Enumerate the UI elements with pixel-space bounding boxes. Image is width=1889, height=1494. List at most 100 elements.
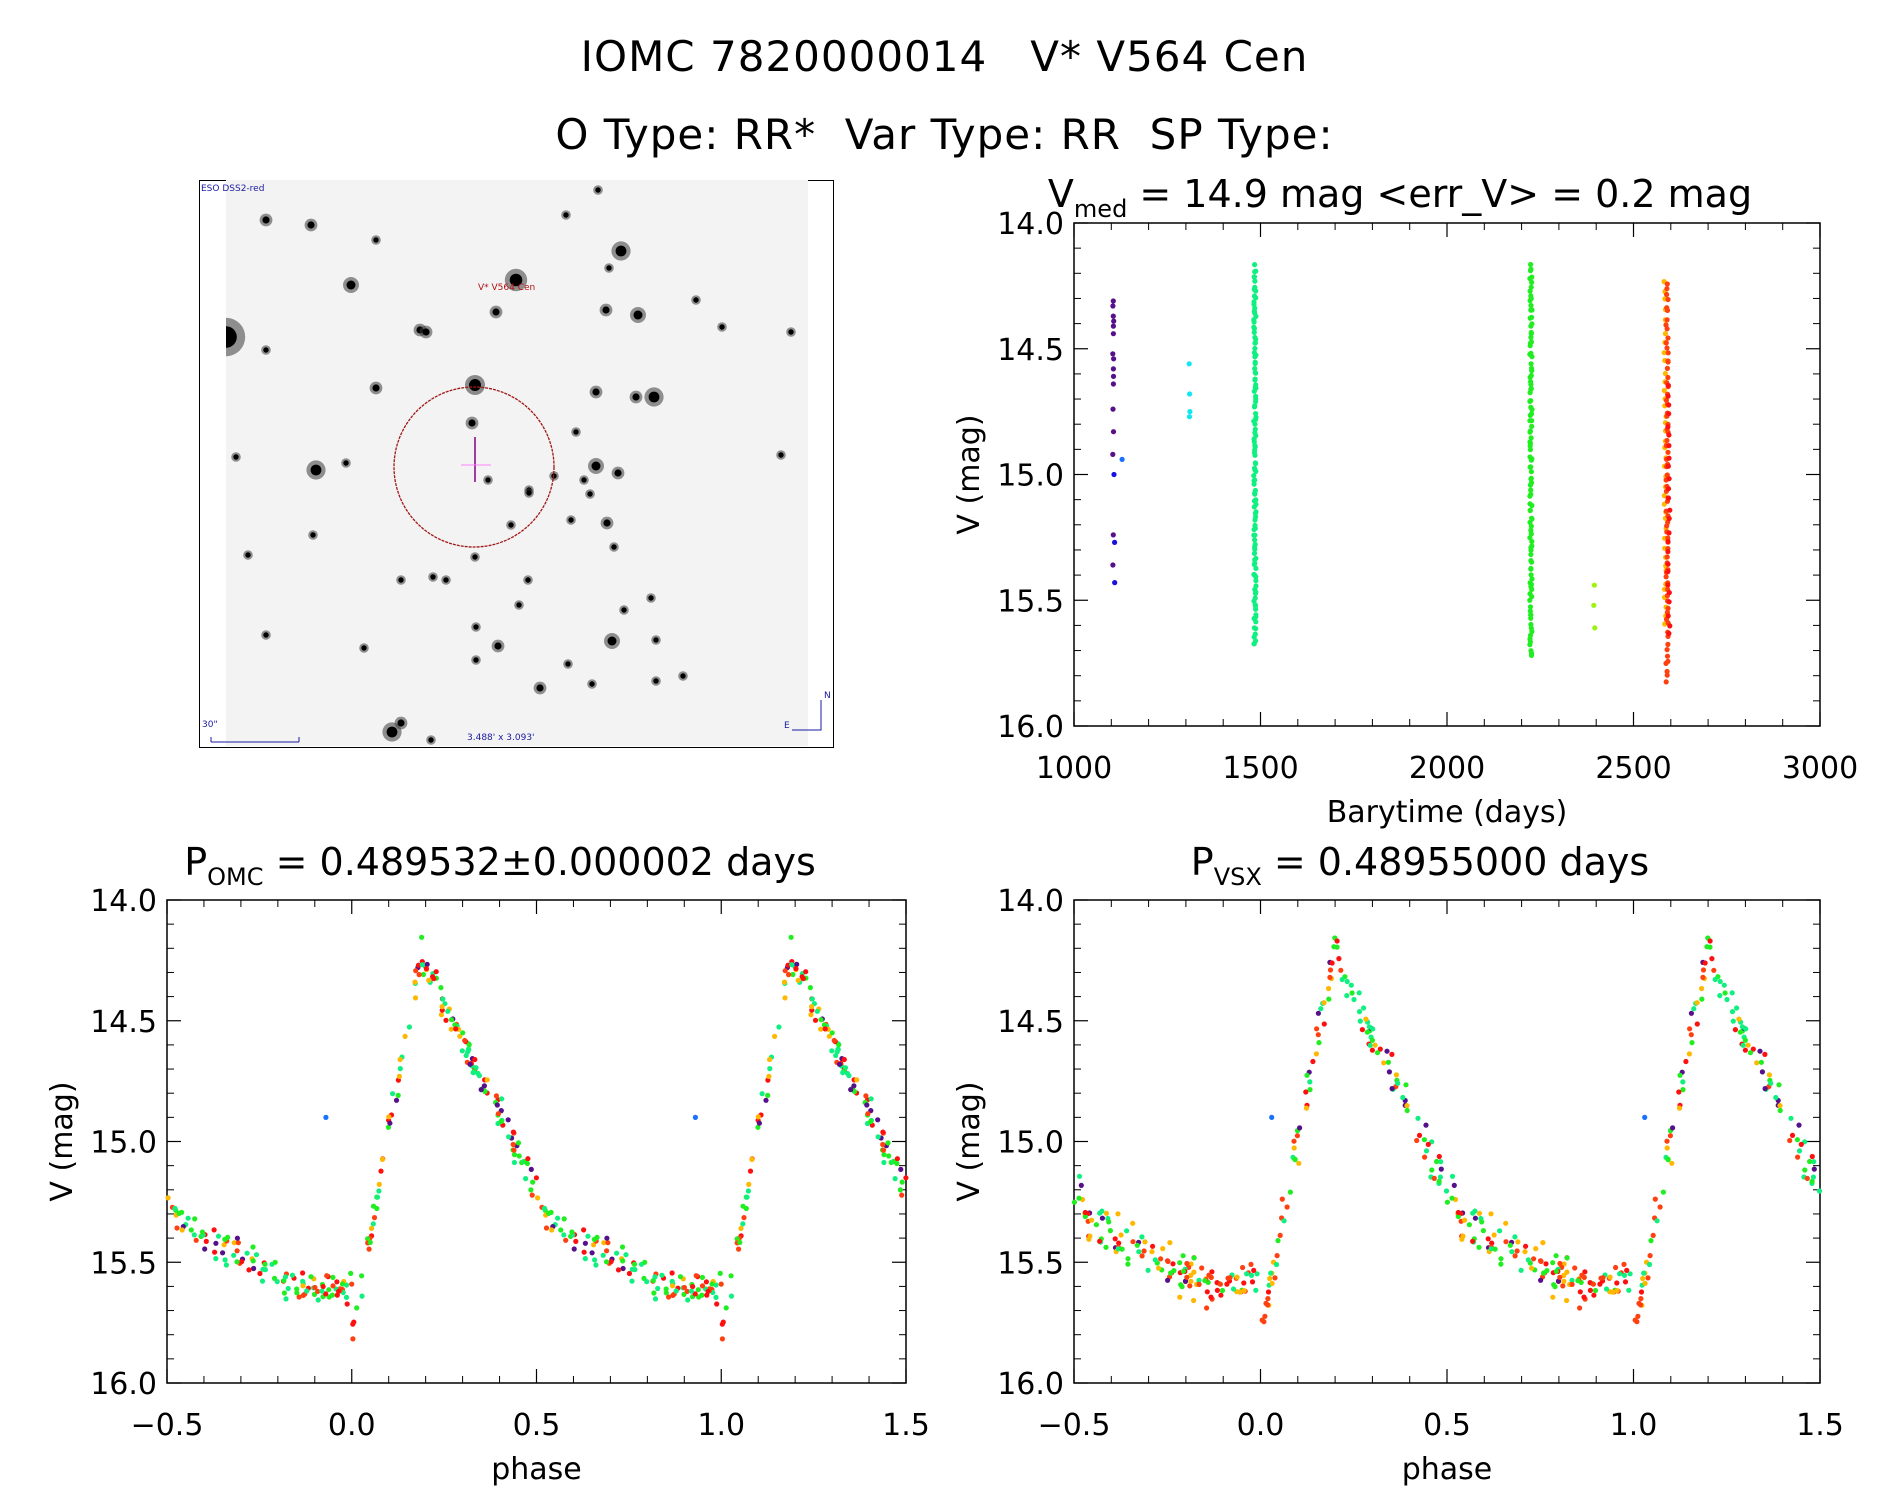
phase-omc-point bbox=[457, 1033, 463, 1039]
light-curve-point bbox=[1251, 550, 1258, 557]
phase-vsx-point bbox=[1249, 1279, 1256, 1285]
phase-omc-point bbox=[728, 1273, 734, 1279]
light-curve-point bbox=[1251, 388, 1257, 394]
phase-omc-point bbox=[786, 972, 792, 978]
phase-omc-point bbox=[603, 1259, 610, 1265]
phase-omc-point bbox=[561, 1216, 567, 1222]
star-core bbox=[615, 245, 627, 257]
phase-vsx-point bbox=[1351, 996, 1357, 1003]
star-core bbox=[485, 477, 491, 483]
phase-vsx-point bbox=[1389, 1051, 1395, 1057]
light-curve-point bbox=[1253, 468, 1259, 474]
phase-vsx-point bbox=[1652, 1196, 1658, 1202]
star-core bbox=[653, 678, 659, 684]
phase-vsx-point bbox=[1665, 1156, 1671, 1162]
star-core bbox=[494, 642, 502, 650]
light-curve-point bbox=[1253, 288, 1259, 294]
light-curve-point bbox=[1665, 424, 1671, 430]
phase-vsx-point bbox=[1303, 1089, 1309, 1095]
phase-vsx-point bbox=[1078, 1182, 1084, 1188]
phase-vsx-point bbox=[1730, 1018, 1736, 1024]
star-core bbox=[589, 681, 595, 687]
phase-omc-point bbox=[412, 979, 418, 985]
phase-omc-point bbox=[880, 1141, 886, 1148]
light-curve-point bbox=[1252, 452, 1258, 458]
phase-vsx-ytick-label: 15.5 bbox=[997, 1246, 1064, 1281]
star-core bbox=[581, 477, 587, 483]
phase-vsx-point bbox=[1103, 1244, 1109, 1250]
phase-omc-point bbox=[746, 1181, 752, 1187]
phase-vsx-point bbox=[1561, 1278, 1567, 1284]
phase-omc-point bbox=[315, 1297, 321, 1303]
phase-omc-point bbox=[826, 1033, 832, 1039]
phase-vsx-point bbox=[1356, 1009, 1363, 1015]
phase-omc-point bbox=[368, 1225, 375, 1231]
light-curve-point bbox=[1591, 582, 1597, 588]
light-curve-point bbox=[1529, 423, 1535, 429]
phase-vsx-point bbox=[1603, 1286, 1610, 1292]
light-curve-point bbox=[1252, 340, 1258, 346]
phase-omc-point bbox=[354, 1305, 360, 1311]
phase-omc-point bbox=[397, 1066, 403, 1072]
phase-omc-point bbox=[533, 1175, 540, 1181]
light-curve-point bbox=[1665, 561, 1671, 567]
light-curve-point bbox=[1527, 275, 1533, 282]
light-curve-point bbox=[1110, 303, 1116, 309]
star-core bbox=[526, 490, 532, 496]
phase-omc-point bbox=[460, 1030, 466, 1036]
light-curve-point bbox=[1251, 641, 1257, 647]
phase-omc-point bbox=[370, 1203, 377, 1209]
star-core bbox=[473, 657, 479, 663]
phase-vsx-point bbox=[1344, 993, 1350, 999]
phase-vsx-point bbox=[1489, 1240, 1495, 1246]
phase-omc-point bbox=[699, 1274, 706, 1280]
phase-omc-ytick-label: 15.0 bbox=[90, 1126, 157, 1161]
phase-vsx-point bbox=[1206, 1272, 1212, 1278]
phase-omc-point bbox=[745, 1188, 752, 1194]
phase-vsx-point bbox=[1423, 1122, 1429, 1128]
light-curve-point bbox=[1253, 565, 1259, 572]
north-label: N bbox=[824, 691, 831, 701]
phase-vsx-point bbox=[1621, 1272, 1628, 1278]
phase-omc-point bbox=[498, 1118, 504, 1125]
phase-vsx-ytick-label: 15.0 bbox=[997, 1126, 1064, 1161]
light-curve-xtick-label: 1000 bbox=[1036, 751, 1112, 786]
phase-vsx-point bbox=[1191, 1269, 1197, 1275]
phase-vsx-point bbox=[1139, 1234, 1145, 1240]
star-core bbox=[226, 326, 237, 348]
star-core bbox=[372, 384, 380, 392]
phase-omc-point bbox=[677, 1274, 684, 1280]
phase-vsx-point bbox=[1498, 1261, 1504, 1267]
phase-vsx-point bbox=[1691, 1006, 1697, 1012]
phase-omc-point bbox=[834, 1049, 840, 1055]
phase-omc-point bbox=[234, 1248, 240, 1254]
light-curve-point bbox=[1529, 307, 1535, 313]
light-curve-point bbox=[1529, 559, 1535, 565]
phase-vsx-point bbox=[1459, 1236, 1465, 1242]
phase-vsx-point bbox=[1621, 1261, 1627, 1267]
phase-vsx-point bbox=[1676, 1089, 1682, 1095]
star-core bbox=[263, 347, 269, 353]
star-core bbox=[633, 310, 643, 320]
phase-omc-point bbox=[494, 1102, 500, 1108]
light-curve-point bbox=[1527, 447, 1533, 453]
light-curve-point bbox=[1112, 539, 1118, 546]
phase-vsx-point bbox=[1816, 1188, 1823, 1194]
phase-vsx-point bbox=[1577, 1289, 1583, 1295]
phase-vsx-point bbox=[1145, 1267, 1151, 1273]
phase-omc-point bbox=[300, 1270, 306, 1276]
phase-omc-point bbox=[767, 1056, 773, 1063]
phase-vsx-point bbox=[1336, 956, 1342, 962]
light-curve-point bbox=[1110, 406, 1116, 412]
phase-vsx-point bbox=[1160, 1246, 1166, 1252]
phase-omc-point bbox=[465, 1049, 471, 1055]
phase-vsx-point bbox=[1076, 1173, 1083, 1179]
phase-vsx-point bbox=[1657, 1204, 1663, 1210]
star-core bbox=[788, 329, 794, 335]
phase-omc-point bbox=[472, 1056, 478, 1063]
light-curve-point bbox=[1529, 502, 1535, 509]
phase-vsx-point bbox=[1374, 1050, 1381, 1056]
phase-omc-point bbox=[272, 1259, 278, 1265]
light-curve-point bbox=[1528, 334, 1534, 340]
